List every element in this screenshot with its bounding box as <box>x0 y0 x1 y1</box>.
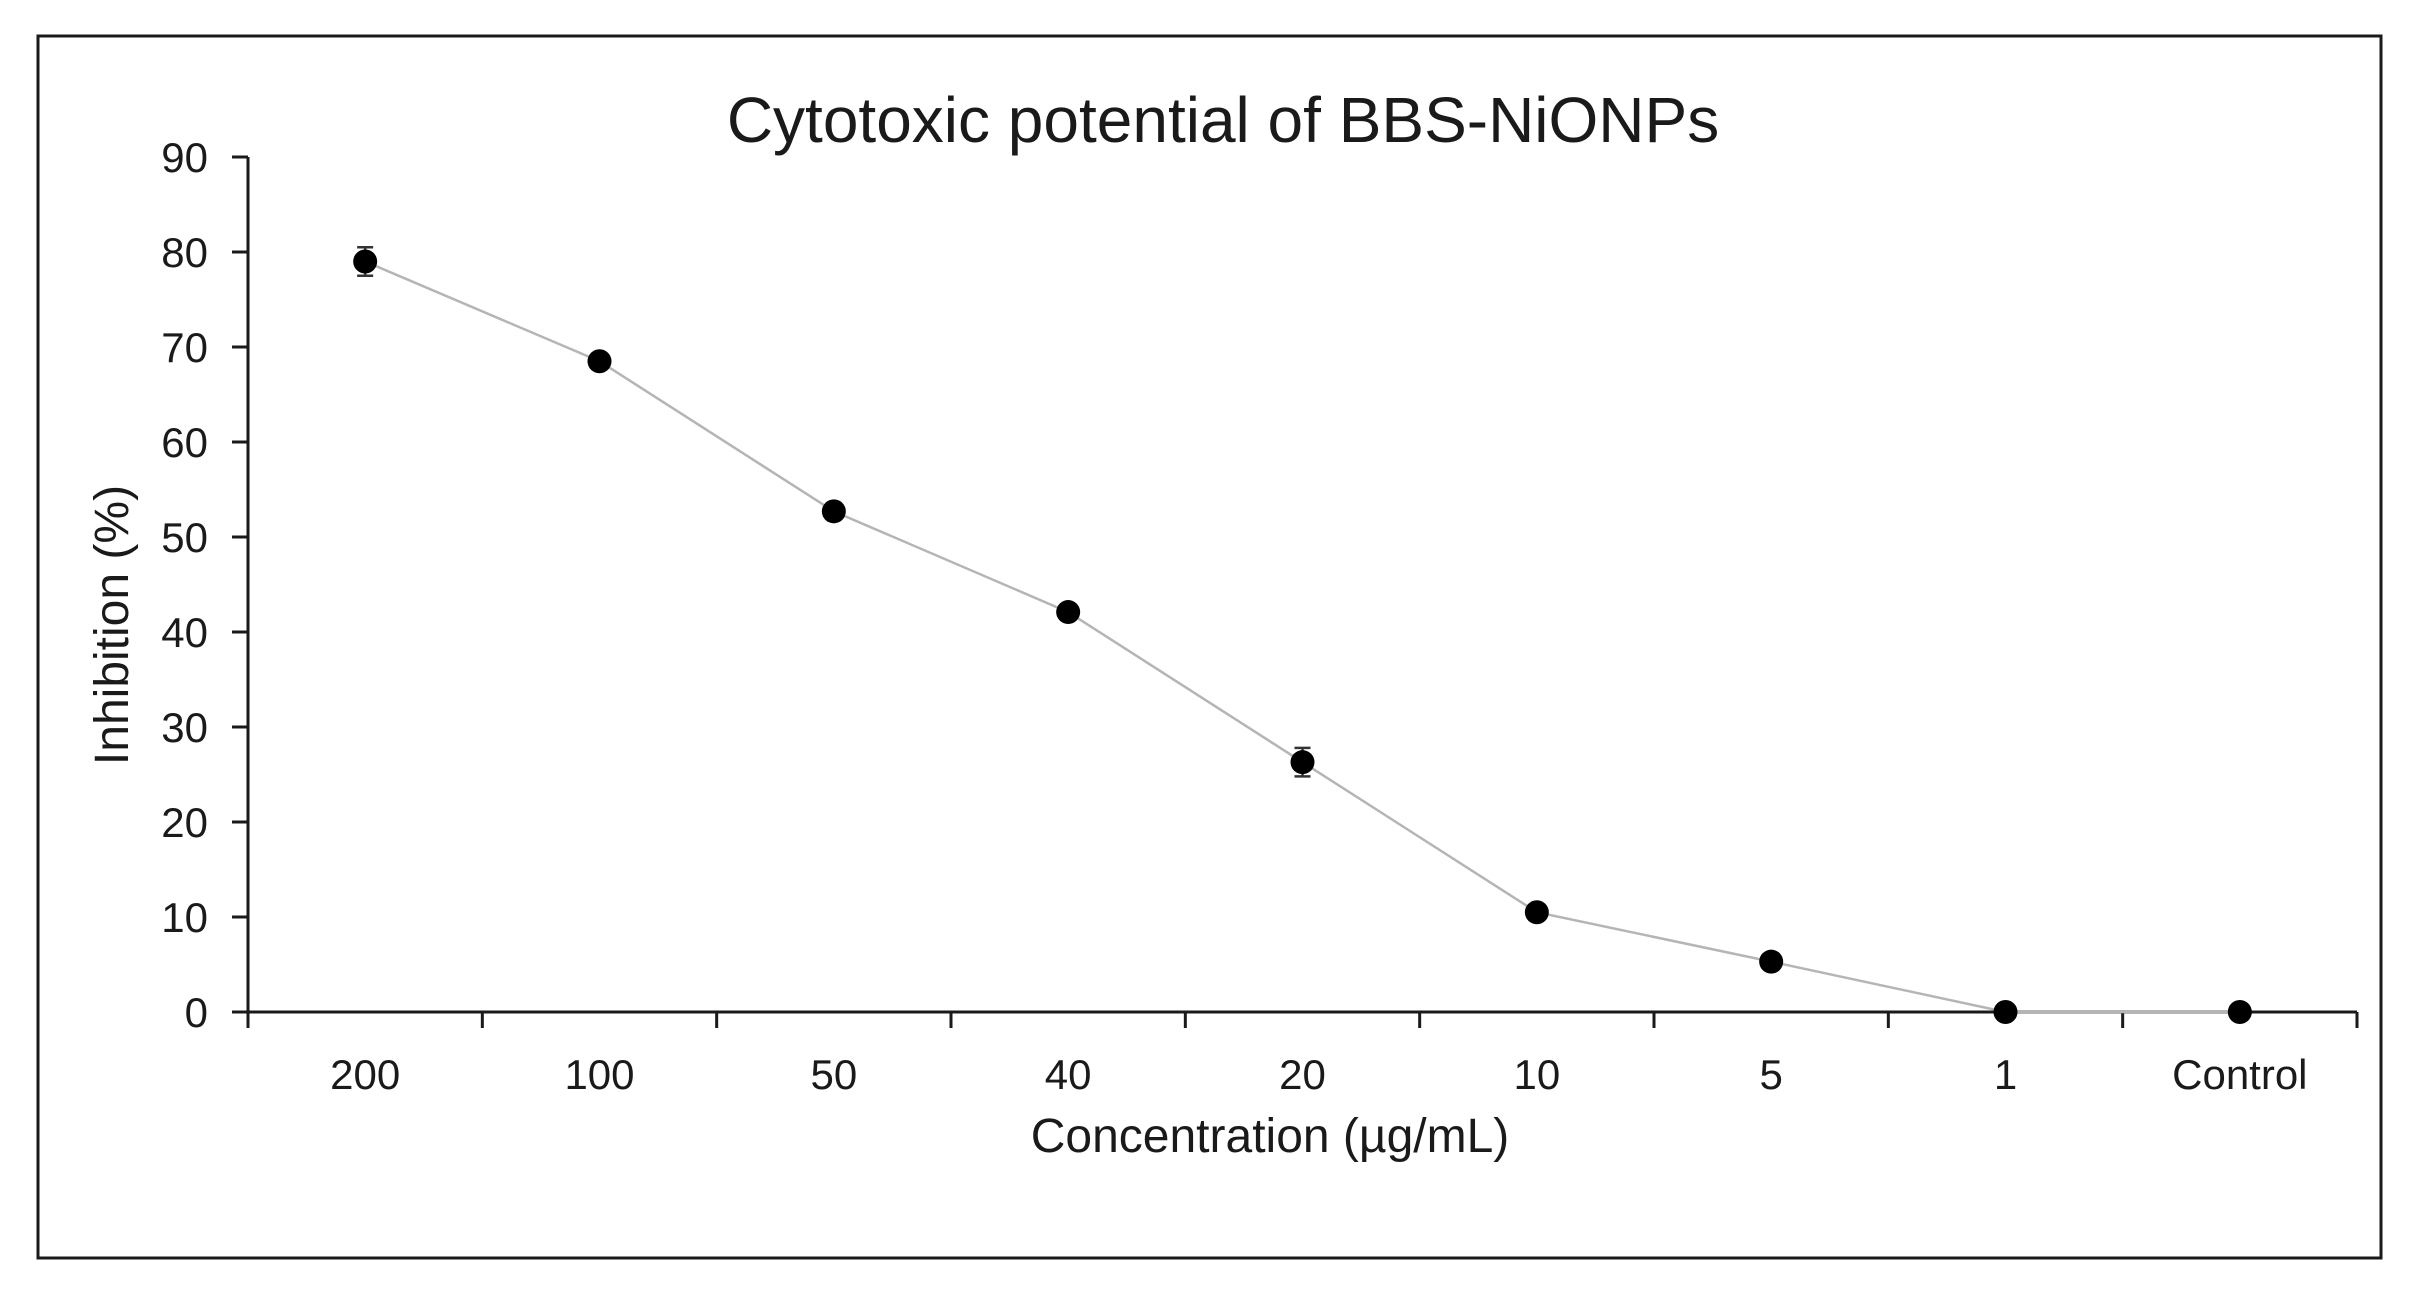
y-tick-label: 10 <box>161 894 208 941</box>
y-tick-label: 80 <box>161 229 208 276</box>
y-axis-title: Inhibition (%) <box>86 485 139 765</box>
chart-title: Cytotoxic potential of BBS-NiONPs <box>727 84 1719 156</box>
data-point <box>1056 600 1081 625</box>
data-point <box>1524 900 1549 925</box>
y-tick-label: 70 <box>161 324 208 371</box>
y-tick-label: 90 <box>161 134 208 181</box>
data-point <box>1759 949 1784 974</box>
data-point <box>1290 750 1315 775</box>
data-point <box>1993 1000 2018 1024</box>
data-point <box>353 249 378 274</box>
y-axis: 0 10 20 30 40 50 60 70 80 90 <box>161 134 250 1036</box>
y-tick-label: 50 <box>161 514 208 561</box>
y-tick-label: 60 <box>161 419 208 466</box>
x-tick-label: Control <box>2172 1051 2307 1098</box>
x-axis-title: Concentration (µg/mL) <box>1031 1110 1510 1163</box>
y-tick-label: 40 <box>161 609 208 656</box>
chart-frame <box>36 34 2383 1260</box>
y-tick-label: 30 <box>161 704 208 751</box>
x-tick-label: 10 <box>1513 1051 1560 1098</box>
x-tick-label: 50 <box>810 1051 857 1098</box>
data-point <box>821 499 846 524</box>
x-tick-label: 5 <box>1759 1051 1782 1098</box>
x-tick-label: 1 <box>1994 1051 2017 1098</box>
data-point <box>587 349 612 374</box>
x-tick-label: 40 <box>1045 1051 1092 1098</box>
series-layer <box>353 246 2252 1024</box>
y-tick-label: 20 <box>161 799 208 846</box>
x-tick-label: 200 <box>330 1051 400 1098</box>
x-tick-label: 100 <box>564 1051 634 1098</box>
x-tick-label: 20 <box>1279 1051 1326 1098</box>
data-point <box>2227 1000 2252 1024</box>
y-tick-label: 0 <box>185 989 208 1036</box>
